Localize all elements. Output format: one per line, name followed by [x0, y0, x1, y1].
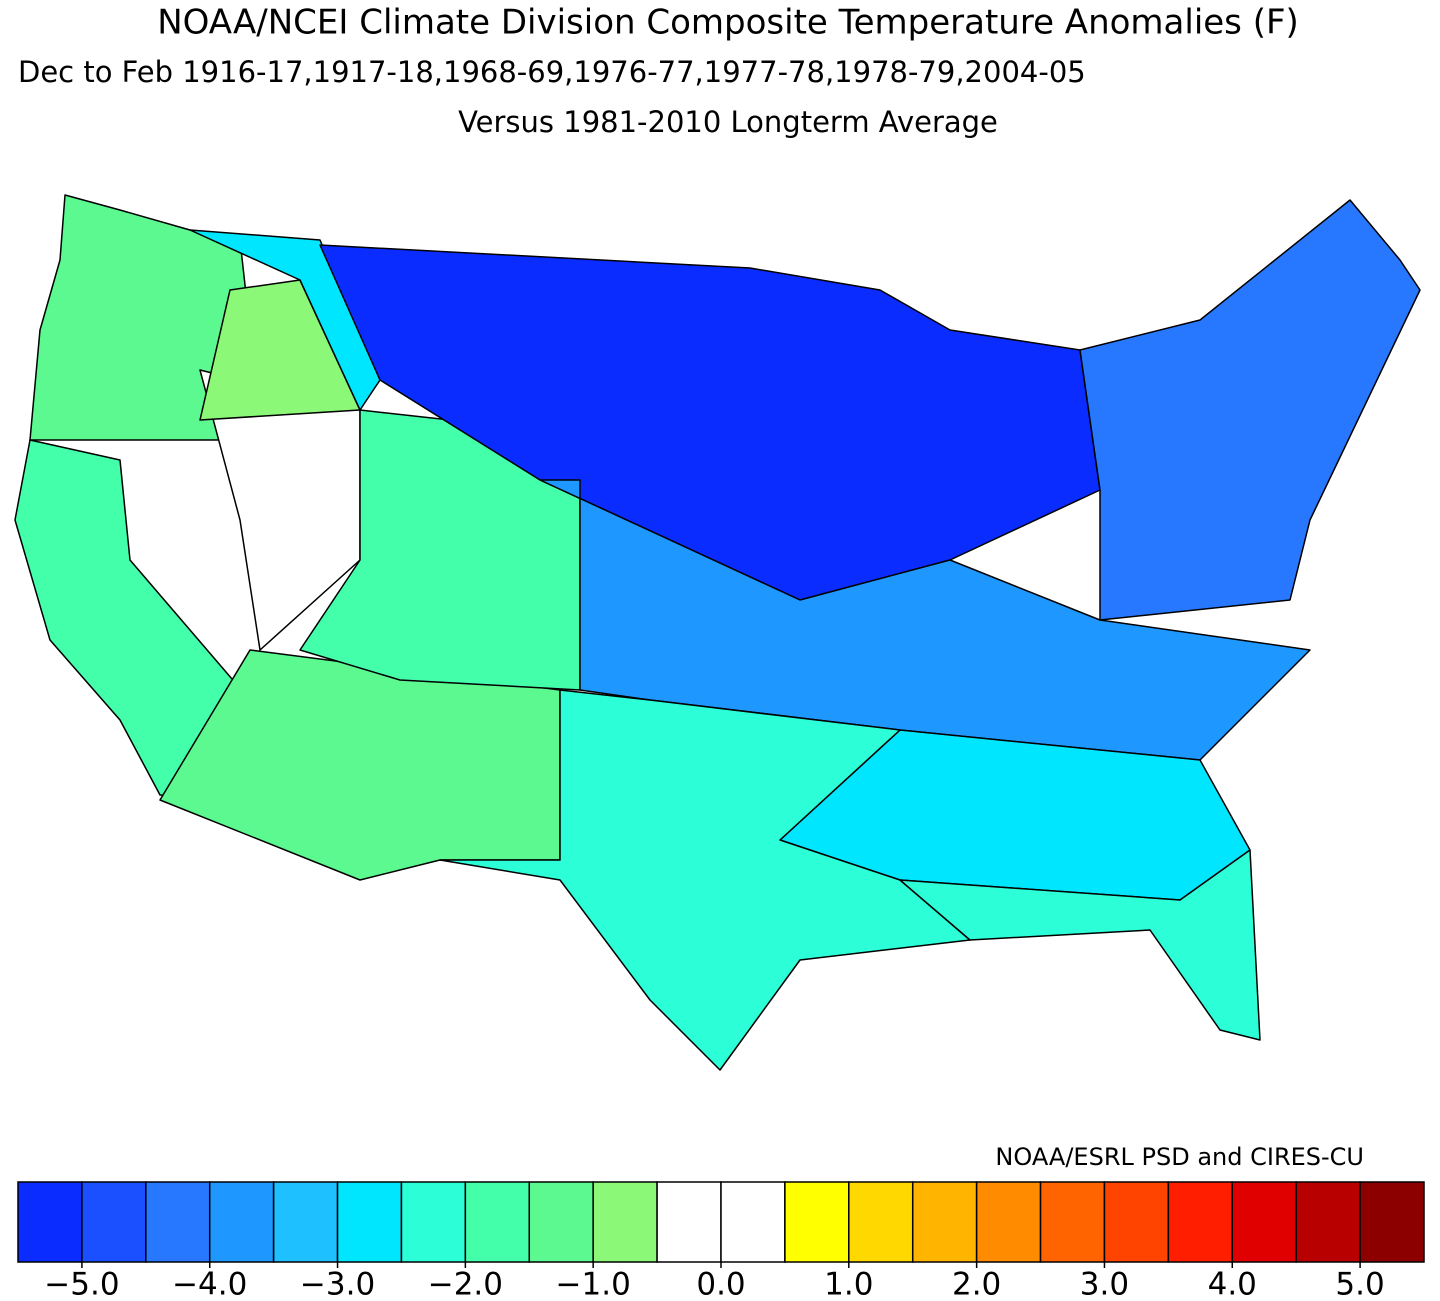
map [14, 194, 1421, 1071]
colorbar-tick-label: −2.0 [428, 1267, 503, 1301]
colorbar-box [464, 1181, 531, 1263]
colorbar-tick-label: −3.0 [300, 1267, 375, 1301]
climate-region [1079, 199, 1421, 621]
colorbar-box [848, 1181, 914, 1263]
colorbar-box [528, 1181, 594, 1263]
colorbar-tick-label: 2.0 [952, 1267, 1001, 1301]
climate-region [899, 849, 1261, 1041]
credit: NOAA/ESRL PSD and CIRES-CU [995, 1143, 1364, 1171]
colorbar-box [208, 1181, 275, 1263]
subtitle: Dec to Feb 1916-17,1917-18,1968-69,1976-… [18, 55, 1086, 89]
colorbar-box [81, 1181, 147, 1263]
climate-region [439, 689, 971, 1071]
colorbar-tick-label: 5.0 [1335, 1267, 1384, 1301]
subtitle-2: Versus 1981-2010 Longterm Average [458, 105, 998, 139]
colorbar-box [1039, 1181, 1106, 1263]
colorbar-tick-label: −5.0 [44, 1267, 119, 1301]
colorbar-box [1359, 1181, 1425, 1263]
colorbar-box [975, 1181, 1042, 1263]
title: NOAA/NCEI Climate Division Composite Tem… [157, 3, 1299, 43]
colorbar: −5.0 −4.0 −3.0 −2.0 −1.0 0.0 1.0 2.0 3.0 4.0 5.0 [17, 1181, 1425, 1301]
colorbar-box [336, 1181, 403, 1263]
colorbar-box [592, 1181, 658, 1263]
colorbar-box [1167, 1181, 1234, 1263]
colorbar-box [272, 1181, 339, 1263]
colorbar-tick-label: 0.0 [696, 1267, 745, 1301]
colorbar-tick-label: 1.0 [824, 1267, 873, 1301]
colorbar-tick-label: −1.0 [556, 1267, 631, 1301]
colorbar-box [1103, 1181, 1170, 1263]
colorbar-box [145, 1181, 211, 1263]
colorbar-box [1231, 1181, 1297, 1263]
colorbar-box [400, 1181, 467, 1263]
colorbar-box [1295, 1181, 1361, 1263]
colorbar-tick-label: 3.0 [1080, 1267, 1129, 1301]
colorbar-box [784, 1181, 850, 1263]
colorbar-box [911, 1181, 978, 1263]
colorbar-box [720, 1181, 786, 1263]
colorbar-box [656, 1181, 722, 1263]
colorbar-box [17, 1181, 83, 1263]
colorbar-tick-label: 4.0 [1208, 1267, 1257, 1301]
colorbar-tick-label: −4.0 [172, 1267, 247, 1301]
climate-region [189, 229, 381, 411]
